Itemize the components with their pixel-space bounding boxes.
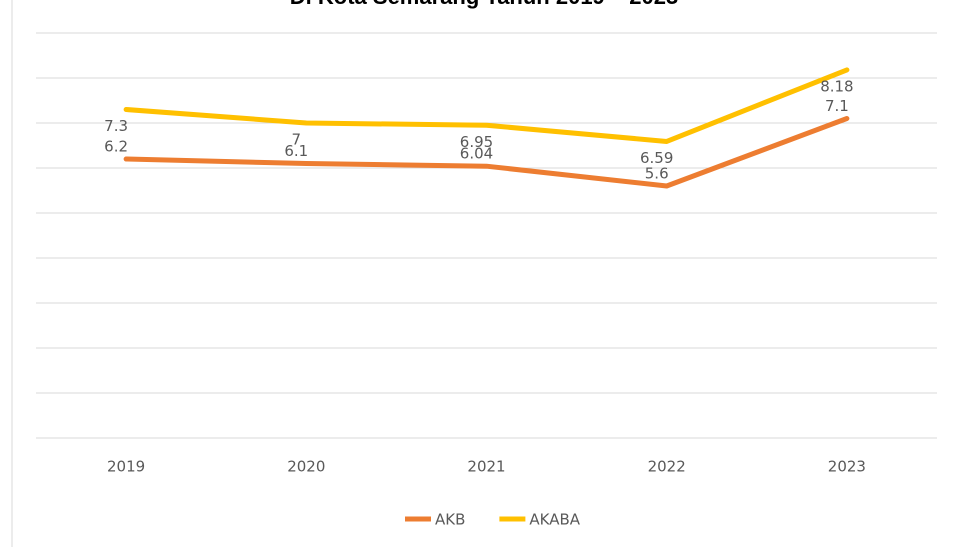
data-label: 6.95 [460, 133, 493, 151]
x-tick-label: 2020 [287, 458, 325, 476]
line-series [123, 67, 850, 144]
chart-title: Di Kota Semarang Tahun 2019 – 2023 [290, 0, 678, 9]
legend-label: AKABA [529, 511, 580, 529]
data-label: 5.6 [645, 165, 669, 183]
legend-label: AKB [435, 511, 465, 529]
x-tick-label: 2021 [467, 458, 505, 476]
x-tick-label: 2019 [107, 458, 145, 476]
x-tick-label: 2022 [648, 458, 686, 476]
line-series [123, 116, 850, 189]
data-label: 6.2 [104, 138, 128, 156]
data-label: 6.04 [460, 145, 493, 163]
x-tick-label: 2023 [828, 458, 866, 476]
data-label: 8.18 [820, 77, 853, 95]
data-label: 6.59 [640, 149, 673, 167]
data-label: 6.1 [284, 142, 308, 160]
data-label: 7.1 [825, 97, 849, 115]
data-label: 7 [292, 131, 302, 149]
data-label: 7.3 [104, 117, 128, 135]
